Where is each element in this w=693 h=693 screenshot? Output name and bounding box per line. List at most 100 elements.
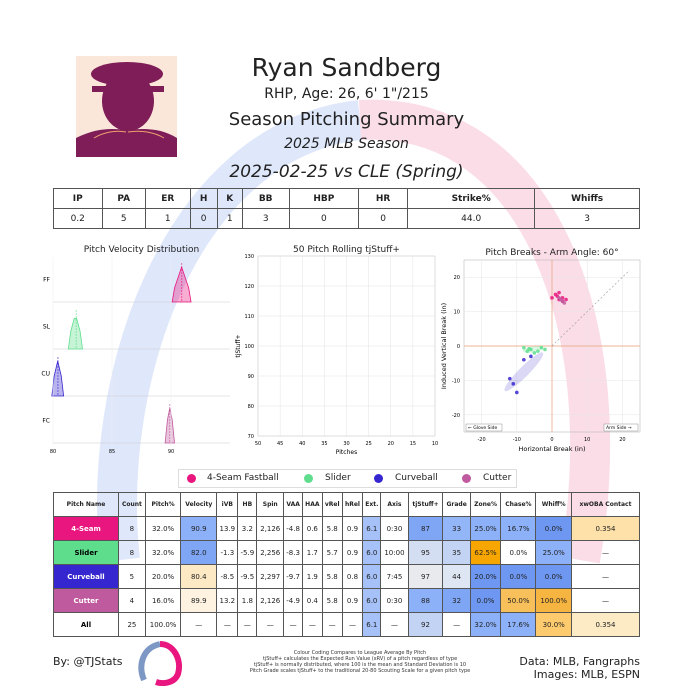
pitch-table-cell: 97: [407, 564, 444, 589]
breaks-y-tick: -10: [452, 378, 460, 384]
rolling-x-tick: 15: [410, 441, 416, 447]
pitch-table-cell: 0.8: [341, 564, 364, 589]
pitch-table-cell: —: [256, 612, 285, 637]
pitch-table-cell: 2,256: [256, 540, 285, 565]
player-name: Ryan Sandberg: [251, 53, 442, 82]
pitch-table-cell: 6.0: [362, 540, 382, 565]
tjstats-logo: [138, 641, 182, 686]
pitch-breaks-chart: -20 -10 0 10 20 20 10 0 -10 -20 ← Glove Side Arm Si…: [440, 259, 641, 453]
velocity-tick-label: 80: [50, 449, 56, 455]
pitch-name-cell: Slider: [53, 540, 119, 565]
break-point-ff: [564, 297, 568, 302]
pitch-name-cell: Curveball: [53, 564, 119, 589]
arm-side-label: Arm Side →: [606, 425, 632, 431]
pitch-table-cell: 3.2: [237, 516, 258, 541]
pitch-table-header-cell: Count: [118, 492, 146, 517]
pitch-table-cell: 33: [442, 516, 471, 541]
pitch-table-cell: 5: [118, 564, 146, 589]
pitch-table-cell: -4.9: [283, 588, 304, 613]
pitch-table-cell: 2,126: [256, 588, 285, 613]
pitch-table-cell: 92: [407, 612, 444, 637]
game-label: 2025-02-25 vs CLE (Spring): [229, 162, 464, 182]
pitch-table-cell: 10:00: [380, 540, 409, 565]
rolling-tjstuff-chart: 70 80 90 100 110 120 130 50 45 40 35 30 25 20 15 10 Pitc…: [235, 254, 438, 456]
pitch-table-cell: 20.0%: [144, 564, 182, 589]
pitch-table-cell: 13.2: [216, 588, 239, 613]
pitch-table-cell: 32.0%: [144, 516, 182, 541]
pitch-table-cell: 8: [118, 540, 146, 565]
rolling-y-tick: 80: [248, 404, 254, 410]
summary-value-cell: 0: [358, 208, 409, 229]
velocity-row-label: FF: [43, 277, 50, 284]
rolling-y-tick: 110: [244, 314, 254, 320]
pitch-table-cell: 87: [407, 516, 444, 541]
pitch-table-cell: 5.7: [321, 540, 343, 565]
pitch-table-header-cell: Zone%: [469, 492, 502, 517]
glove-side-label: ← Glove Side: [468, 425, 498, 431]
pitch-table-header-cell: Chase%: [500, 492, 537, 517]
legend-marker-cu: [374, 474, 383, 483]
rolling-y-tick: 70: [248, 434, 254, 440]
pitch-table-cell: 0.9: [341, 516, 364, 541]
pitch-table-cell: 25.0%: [535, 540, 572, 565]
pitch-table-header-cell: Velocity: [180, 492, 218, 517]
pitch-table-cell: 0:30: [380, 516, 409, 541]
velocity-distribution-chart: FFSLCUFC808590Velocity (mph): [41, 257, 230, 455]
pitch-table-cell: 0.0%: [535, 564, 572, 589]
legend-marker-ff: [187, 474, 196, 483]
break-point-sl: [522, 345, 526, 350]
pitch-table-cell: 89.9: [180, 588, 218, 613]
pitch-table-header-cell: VAA: [283, 492, 304, 517]
breaks-x-axis-label: Horizontal Break (in): [518, 445, 585, 453]
break-point-cu: [511, 382, 516, 386]
pitch-table-cell: 16.0%: [144, 588, 182, 613]
arm-side-box: [603, 423, 639, 432]
pitch-name-cell: All: [53, 612, 119, 637]
pitch-table-header-cell: Whiff%: [535, 492, 572, 517]
note-line: tjStuff+ calculates the Expected Run Val…: [262, 656, 458, 662]
pitch-table-cell: 0.6: [302, 516, 323, 541]
velocity-chart-title: Pitch Velocity Distribution: [83, 245, 200, 255]
pitch-table-cell: 0.9: [341, 588, 364, 613]
legend-ff: 4-Seam Fastball: [207, 473, 279, 483]
rolling-x-axis-label: Pitches: [336, 449, 357, 456]
breaks-y-tick: 10: [454, 310, 460, 316]
pitch-table-cell: —: [442, 612, 471, 637]
break-point-fc: [560, 299, 565, 304]
breaks-x-tick: -20: [478, 437, 486, 443]
rolling-x-tick: 35: [321, 441, 327, 447]
pitch-table-cell: —: [237, 612, 258, 637]
pitch-table-cell: 6.1: [362, 612, 382, 637]
summary-value-cell: 44.0: [407, 208, 536, 229]
pitch-table-row: All 25 100.0% — — — — — — — —6.1—92—32.0% 17.6% 30.0…: [53, 612, 641, 637]
pitch-table-cell: 25.0%: [469, 516, 502, 541]
rolling-x-tick: 25: [365, 441, 371, 447]
pitch-table-cell: 80.4: [180, 564, 218, 589]
rolling-y-axis-label: tjStuff+: [235, 334, 242, 357]
pitch-table-row: 4-Seam 8 32.0% 90.9 13.9 3.2 2,126 -4.8 0.6 5.8 0.…: [53, 516, 641, 541]
pitch-table-cell: 13.9: [216, 516, 239, 541]
pitch-table-cell: 88: [407, 588, 444, 613]
break-point-sl: [532, 351, 537, 355]
break-point-sl: [543, 347, 547, 352]
pitch-table-cell: 8: [118, 516, 146, 541]
velocity-density-sl: [67, 317, 83, 350]
pitch-table-header-cell: vRel: [321, 492, 343, 517]
sources: Data: MLB, Fangraphs Images: MLB, ESPN: [519, 655, 640, 681]
pitch-table-cell: 62.5%: [469, 540, 502, 565]
legend-marker-sl: [304, 474, 313, 483]
pitch-table-cell: 6.1: [362, 516, 382, 541]
summary-value-cell: 0.2: [53, 208, 103, 229]
pitch-table-cell: —: [380, 612, 409, 637]
summary-value-cell: 1: [216, 208, 243, 229]
velocity-tick-label: 85: [109, 449, 115, 455]
summary-value-cell: 1: [145, 208, 191, 229]
break-point-cu: [507, 376, 512, 381]
pitch-table-header-cell: Ext.: [362, 492, 382, 517]
glove-side-box: [465, 423, 503, 432]
arm-angle-line: [551, 270, 630, 347]
pitch-table-cell: 90.9: [180, 516, 218, 541]
pitch-table-cell: 0.4: [302, 588, 323, 613]
rolling-y-tick: 90: [248, 374, 254, 380]
pitch-table-cell: —: [570, 564, 641, 589]
